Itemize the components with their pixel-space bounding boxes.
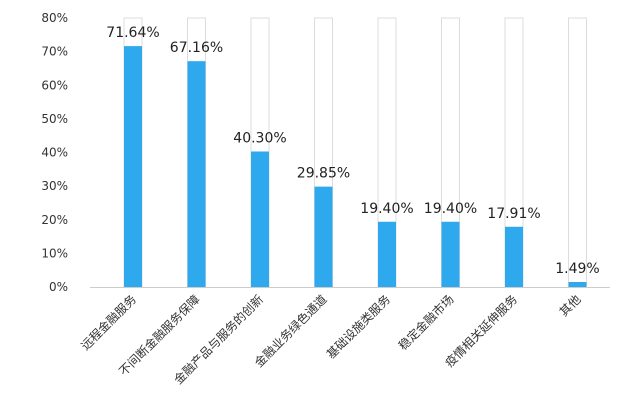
category-label: 稳定金融市场	[395, 292, 457, 354]
bar	[568, 281, 587, 287]
bar	[251, 151, 269, 287]
bar	[124, 46, 142, 287]
data-label: 40.30%	[233, 130, 286, 146]
category-label: 基础设施类服务	[323, 292, 393, 362]
category-label: 远程金融服务	[78, 292, 140, 354]
y-tick-label: 0%	[49, 280, 68, 294]
y-axis-ticks: 0% 10% 20% 30% 40% 50% 60% 70% 80%	[41, 11, 68, 294]
bar	[505, 226, 523, 287]
y-tick-label: 30%	[41, 179, 68, 193]
data-labels: 71.64% 67.16% 40.30% 29.85% 19.40% 19.40% 17.9…	[106, 25, 599, 277]
background-bar	[568, 17, 587, 288]
y-tick-label: 10%	[41, 246, 68, 260]
data-label: 67.16%	[170, 40, 223, 56]
bar	[441, 221, 460, 287]
bars	[124, 46, 587, 287]
y-tick-label: 70%	[41, 45, 68, 59]
bar	[187, 61, 206, 287]
data-label: 19.40%	[424, 201, 477, 217]
data-label: 71.64%	[106, 25, 159, 41]
y-tick-label: 40%	[41, 146, 68, 160]
category-labels: 远程金融服务不间断金融服务保障金融产品与服务的创新金融业务绿色通道基础设施类服务…	[78, 292, 584, 387]
bar	[314, 186, 333, 287]
category-label: 其他	[557, 292, 584, 319]
data-label: 29.85%	[297, 166, 350, 182]
y-tick-label: 20%	[41, 213, 68, 227]
y-tick-label: 50%	[41, 112, 68, 126]
bar	[378, 221, 396, 287]
data-label: 19.40%	[360, 201, 413, 217]
y-tick-label: 60%	[41, 78, 68, 92]
y-tick-label: 80%	[41, 11, 68, 25]
data-label: 17.91%	[487, 206, 540, 222]
data-label: 1.49%	[555, 261, 599, 277]
